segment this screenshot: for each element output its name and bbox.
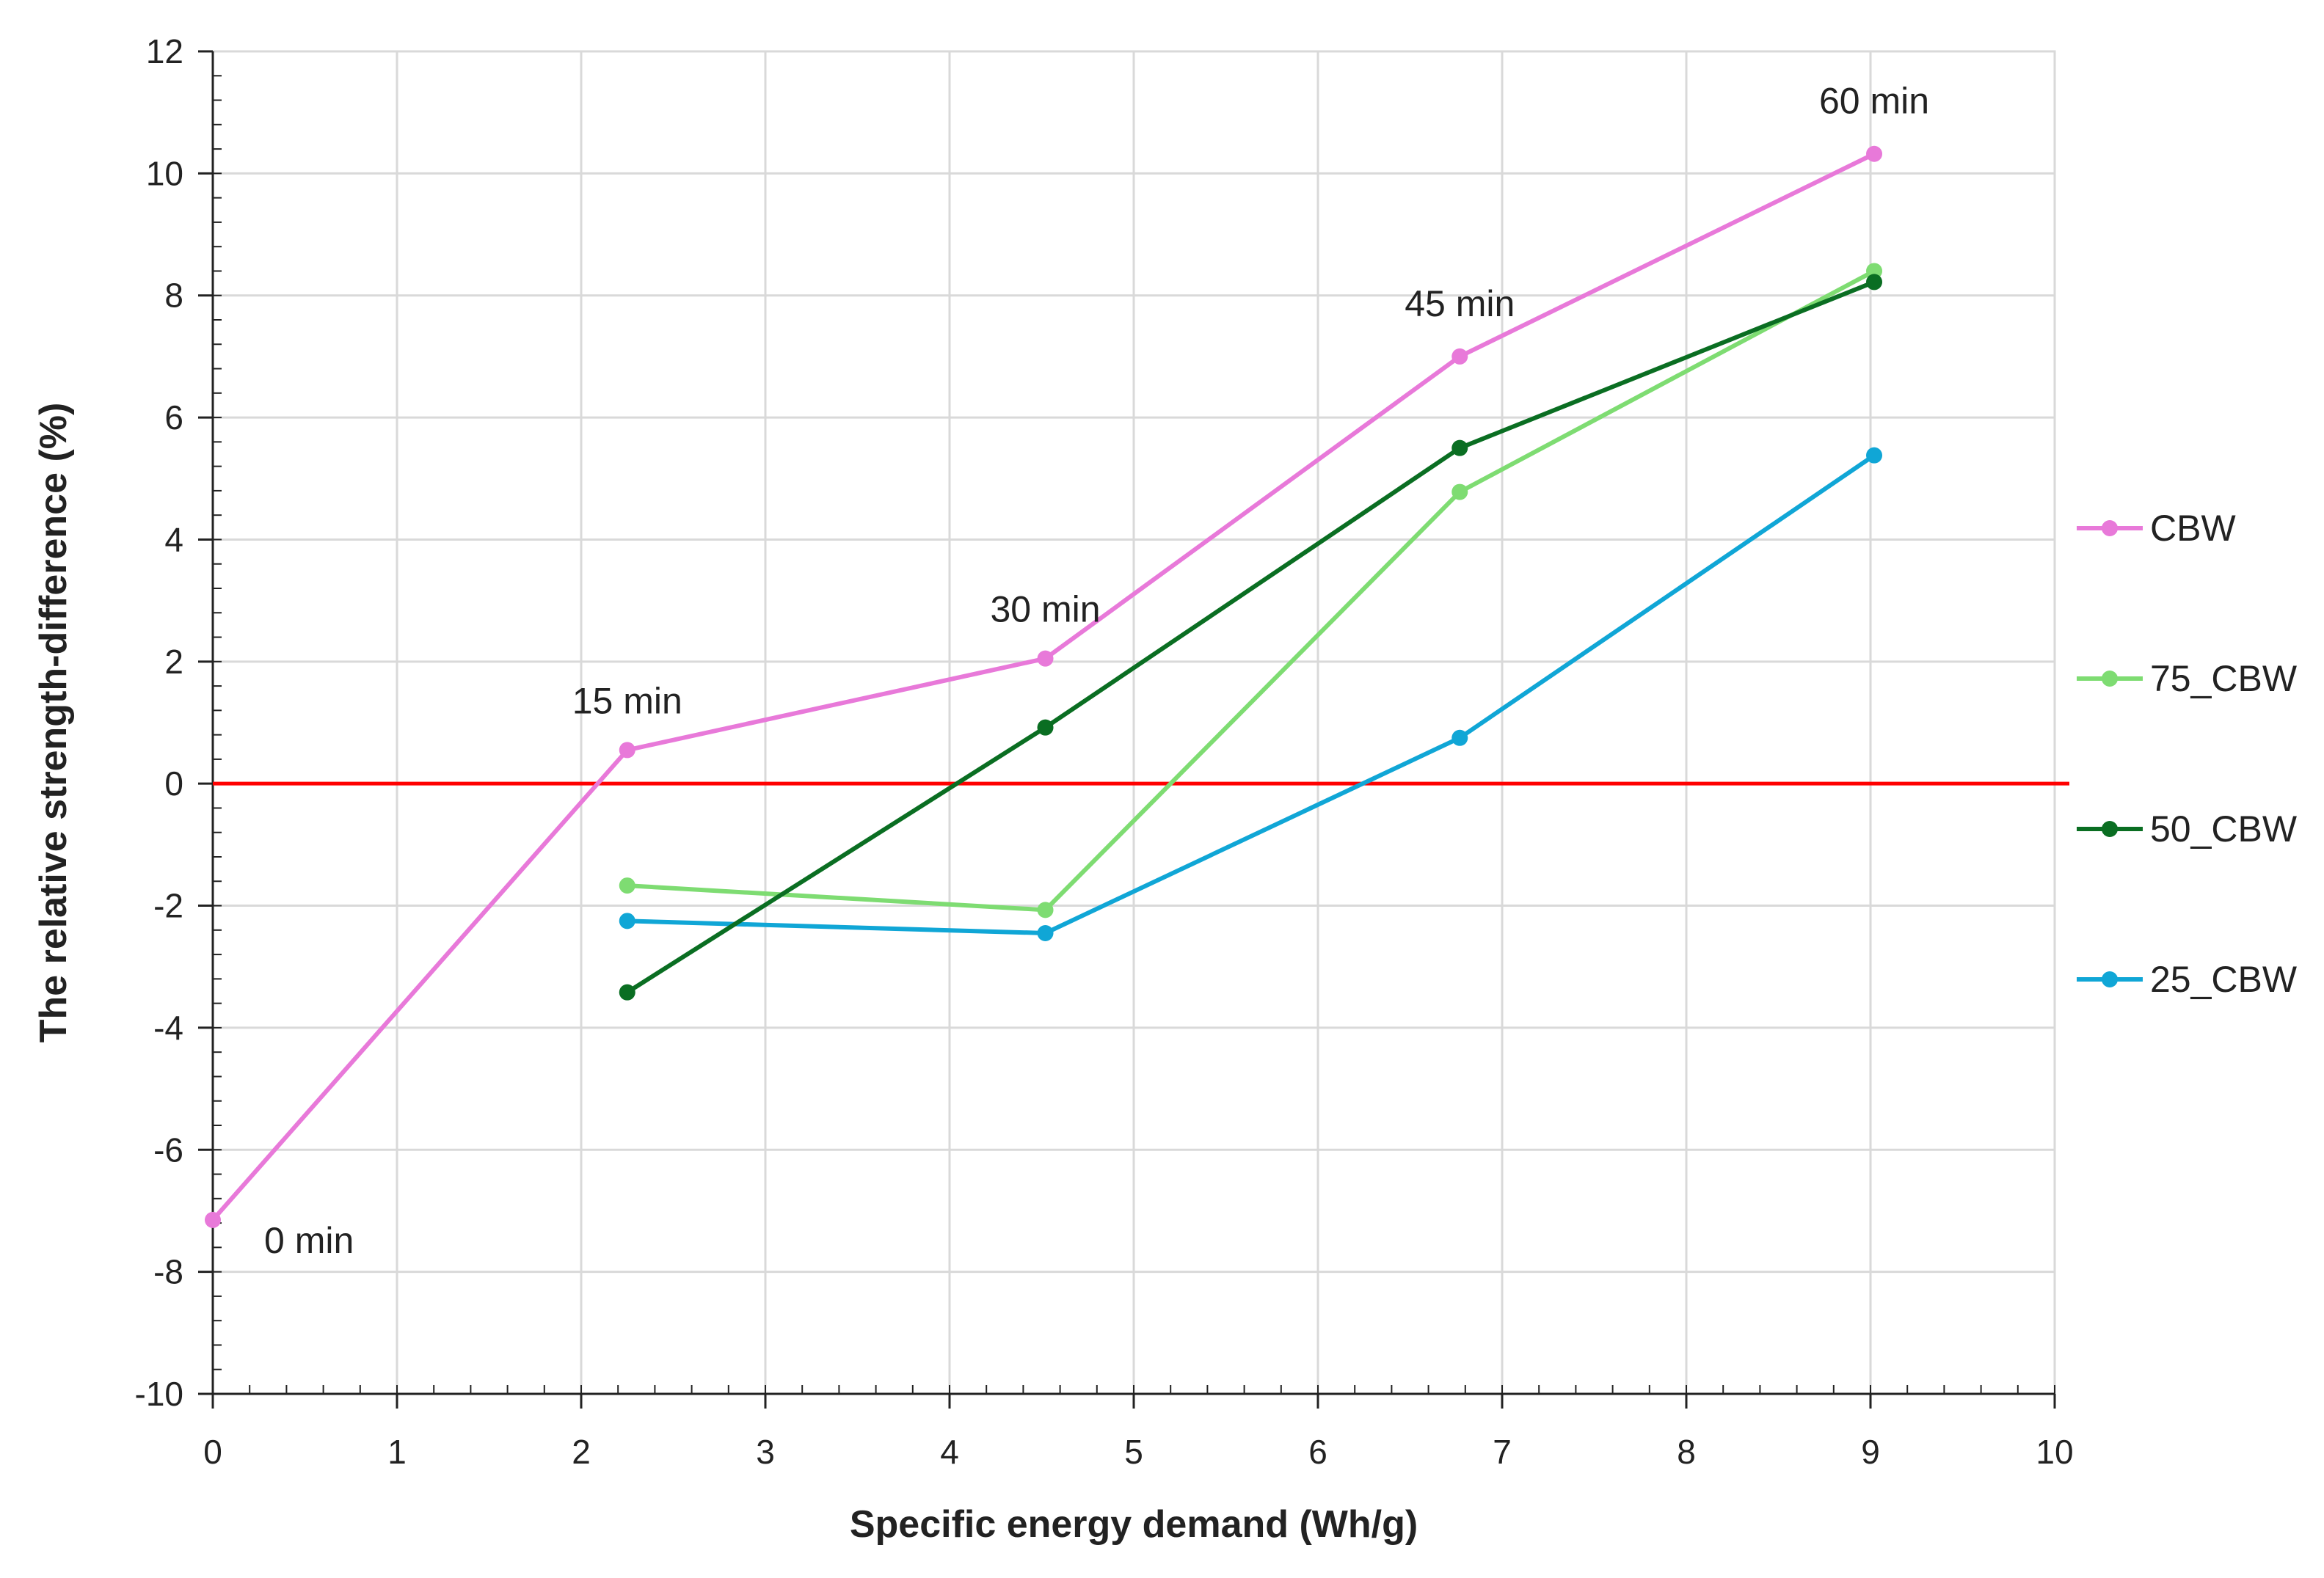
legend-label: CBW xyxy=(2150,508,2236,549)
data-point xyxy=(619,984,635,1001)
series-CBW xyxy=(205,145,1883,1228)
y-tick-label: -10 xyxy=(135,1375,183,1413)
x-tick-label: 10 xyxy=(2036,1433,2073,1471)
data-point xyxy=(1451,439,1468,456)
series-line xyxy=(627,453,1876,935)
x-tick-label: 7 xyxy=(1493,1433,1512,1471)
legend-label: 50_CBW xyxy=(2150,808,2298,850)
legend-item-50_CBW: 50_CBW xyxy=(2077,808,2298,850)
data-point xyxy=(1037,902,1054,918)
y-tick-label: -2 xyxy=(153,887,183,925)
y-tick-label: 6 xyxy=(164,398,183,436)
legend-swatch-marker xyxy=(2102,520,2118,536)
x-tick-label: 3 xyxy=(756,1433,775,1471)
data-point xyxy=(205,1211,221,1228)
annotation-label: 15 min xyxy=(572,680,682,721)
x-tick-label: 1 xyxy=(387,1433,407,1471)
data-point xyxy=(1451,348,1468,365)
y-tick-label: 2 xyxy=(164,643,183,681)
y-axis-title: The relative strength-difference (%) xyxy=(32,403,75,1043)
x-tick-label: 9 xyxy=(1861,1433,1880,1471)
annotation-label: 0 min xyxy=(264,1220,354,1261)
x-tick-label: 4 xyxy=(940,1433,959,1471)
data-point xyxy=(1037,924,1054,941)
data-point xyxy=(1451,729,1468,746)
data-point xyxy=(619,742,635,759)
legend-label: 75_CBW xyxy=(2150,658,2298,699)
y-tick-label: -6 xyxy=(153,1130,183,1169)
annotations: 0 min 15 min 30 min 45 min 60 min xyxy=(264,81,1929,1261)
legend-swatch-marker xyxy=(2102,971,2118,987)
legend: CBW 75_CBW 50_CBW 25_CBW xyxy=(2077,508,2298,1000)
data-point xyxy=(1866,145,1883,162)
data-point xyxy=(1037,719,1054,736)
legend-swatch-marker xyxy=(2102,671,2118,687)
x-tick-label: 8 xyxy=(1677,1433,1696,1471)
data-point xyxy=(1866,447,1883,464)
data-point xyxy=(1037,650,1054,667)
series-line xyxy=(626,280,1876,995)
y-tick-label: 4 xyxy=(164,520,183,558)
legend-item-25_CBW: 25_CBW xyxy=(2077,959,2298,1000)
y-tick-label: 10 xyxy=(146,154,183,192)
y-tick-label: -8 xyxy=(153,1253,183,1291)
legend-label: 25_CBW xyxy=(2150,959,2298,1000)
data-point xyxy=(619,877,635,894)
series-25_CBW xyxy=(619,447,1883,941)
y-tick-label: 8 xyxy=(164,277,183,315)
y-tick-label: -4 xyxy=(153,1009,183,1047)
annotation-label: 30 min xyxy=(990,589,1100,630)
data-point xyxy=(1866,274,1883,291)
x-axis-title: Specific energy demand (Wh/g) xyxy=(850,1503,1418,1546)
annotation-label: 45 min xyxy=(1405,283,1515,324)
data-point xyxy=(619,913,635,929)
x-tick-label: 2 xyxy=(572,1433,591,1471)
x-tick-label: 0 xyxy=(203,1433,222,1471)
y-tick-label: 0 xyxy=(164,764,183,803)
series-50_CBW xyxy=(619,274,1883,1001)
x-tick-label: 5 xyxy=(1124,1433,1143,1471)
y-tick-label: 12 xyxy=(146,32,183,70)
annotation-label: 60 min xyxy=(1819,81,1929,122)
data-point xyxy=(1451,483,1468,500)
series-lines xyxy=(205,145,1883,1228)
legend-swatch-marker xyxy=(2102,821,2118,837)
grid xyxy=(211,50,2056,1395)
legend-item-CBW: CBW xyxy=(2077,508,2236,549)
x-tick-label: 6 xyxy=(1308,1433,1327,1471)
series-line xyxy=(211,152,1876,1221)
series-line xyxy=(627,269,1876,913)
legend-item-75_CBW: 75_CBW xyxy=(2077,658,2298,699)
